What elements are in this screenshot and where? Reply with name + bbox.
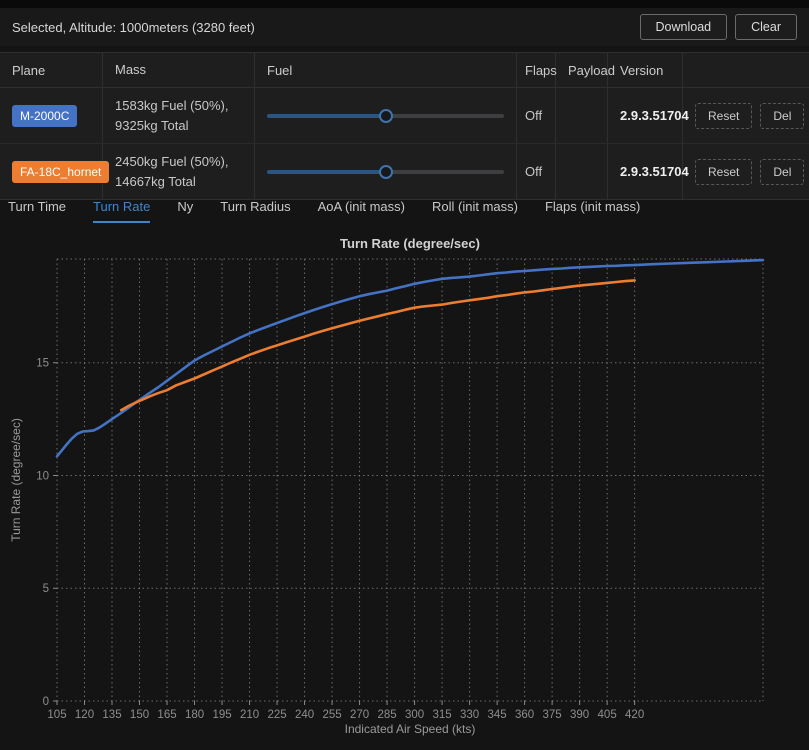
actions-cell: Reset Del	[683, 144, 809, 199]
del-button[interactable]: Del	[760, 102, 805, 129]
svg-text:0: 0	[43, 696, 49, 708]
tab-flaps[interactable]: Flaps (init mass)	[544, 199, 641, 214]
tab-turn-rate[interactable]: Turn Rate	[93, 195, 151, 223]
table-row: M-2000C 1583kg Fuel (50%), 9325kg Total …	[0, 88, 809, 144]
plane-badge[interactable]: FA-18C_hornet	[12, 160, 110, 183]
mass-cell: 1583kg Fuel (50%), 9325kg Total	[103, 88, 255, 143]
fuel-slider[interactable]	[267, 164, 504, 180]
plane-badge[interactable]: M-2000C	[12, 104, 78, 127]
column-header-plane: Plane	[0, 53, 103, 87]
top-bar-actions: Download Clear	[639, 14, 797, 40]
svg-text:Turn Rate (degree/sec): Turn Rate (degree/sec)	[9, 418, 23, 542]
payload-cell	[556, 88, 608, 143]
fuel-cell	[255, 144, 517, 199]
flaps-cell: Off	[517, 144, 556, 199]
svg-text:390: 390	[570, 709, 589, 721]
reset-button[interactable]: Reset	[695, 102, 753, 129]
svg-text:195: 195	[212, 709, 231, 721]
table-row: FA-18C_hornet 2450kg Fuel (50%), 14667kg…	[0, 144, 809, 199]
fuel-slider-fill	[267, 113, 386, 118]
payload-cell	[556, 144, 608, 199]
column-header-payload: Payload	[556, 53, 615, 87]
mass-cell: 2450kg Fuel (50%), 14667kg Total	[103, 144, 255, 199]
tab-turn-radius[interactable]: Turn Radius	[220, 199, 291, 214]
top-bar: Selected, Altitude: 1000meters (3280 fee…	[0, 8, 809, 46]
tab-roll[interactable]: Roll (init mass)	[432, 199, 518, 214]
reset-button[interactable]: Reset	[695, 158, 753, 185]
svg-text:240: 240	[295, 709, 314, 721]
svg-text:360: 360	[515, 709, 534, 721]
svg-text:300: 300	[405, 709, 424, 721]
tab-aoa[interactable]: AoA (init mass)	[317, 199, 405, 214]
window-top-strip	[0, 0, 809, 8]
svg-text:270: 270	[350, 709, 369, 721]
chart-tabs: Turn Time Turn Rate Ny Turn Radius AoA (…	[0, 195, 809, 223]
svg-text:255: 255	[322, 709, 341, 721]
svg-text:10: 10	[36, 470, 49, 482]
column-header-fuel: Fuel	[255, 53, 517, 87]
fuel-slider-fill	[267, 169, 386, 174]
version-cell: 2.9.3.51704	[608, 88, 689, 143]
svg-text:405: 405	[598, 709, 617, 721]
svg-text:225: 225	[267, 709, 286, 721]
clear-button[interactable]: Clear	[735, 14, 797, 40]
fuel-slider-handle[interactable]	[378, 108, 393, 123]
plane-cell: M-2000C	[0, 88, 103, 143]
svg-text:Indicated Air Speed (kts): Indicated Air Speed (kts)	[345, 722, 476, 736]
svg-text:375: 375	[543, 709, 562, 721]
table-header-row: Plane Mass Fuel Flaps Payload Version	[0, 53, 809, 88]
fuel-cell	[255, 88, 517, 143]
svg-text:5: 5	[43, 583, 49, 595]
chart-canvas: 105 120 135 150 165 180 195 210 225 240 255 270 285 3…	[9, 236, 765, 736]
svg-text:15: 15	[36, 358, 49, 370]
column-header-flaps: Flaps	[517, 53, 557, 87]
flaps-cell: Off	[517, 88, 556, 143]
tab-turn-time[interactable]: Turn Time	[8, 199, 67, 214]
column-header-version: Version	[608, 53, 683, 87]
column-header-mass: Mass	[103, 53, 255, 87]
tab-ny[interactable]: Ny	[177, 199, 194, 214]
svg-text:165: 165	[157, 709, 176, 721]
column-header-actions	[683, 53, 809, 87]
fuel-slider[interactable]	[267, 108, 504, 124]
turn-rate-chart: 105 120 135 150 165 180 195 210 225 240 255 270 285 3…	[0, 230, 809, 750]
svg-text:Turn Rate (degree/sec): Turn Rate (degree/sec)	[340, 236, 480, 251]
svg-text:315: 315	[432, 709, 451, 721]
planes-table: Plane Mass Fuel Flaps Payload Version M-…	[0, 52, 809, 200]
svg-text:420: 420	[625, 709, 644, 721]
svg-text:330: 330	[460, 709, 479, 721]
selection-summary: Selected, Altitude: 1000meters (3280 fee…	[12, 19, 255, 35]
svg-text:135: 135	[102, 709, 121, 721]
svg-text:345: 345	[488, 709, 507, 721]
actions-cell: Reset Del	[683, 88, 809, 143]
version-value: 2.9.3.51704	[620, 108, 689, 123]
svg-text:210: 210	[240, 709, 259, 721]
svg-text:150: 150	[130, 709, 149, 721]
plane-cell: FA-18C_hornet	[0, 144, 110, 199]
fuel-slider-handle[interactable]	[378, 164, 393, 179]
svg-text:105: 105	[47, 709, 66, 721]
svg-text:180: 180	[185, 709, 204, 721]
svg-text:120: 120	[75, 709, 94, 721]
del-button[interactable]: Del	[760, 158, 805, 185]
version-value: 2.9.3.51704	[620, 164, 689, 179]
download-button[interactable]: Download	[639, 14, 728, 40]
version-cell: 2.9.3.51704	[608, 144, 689, 199]
svg-text:285: 285	[377, 709, 396, 721]
